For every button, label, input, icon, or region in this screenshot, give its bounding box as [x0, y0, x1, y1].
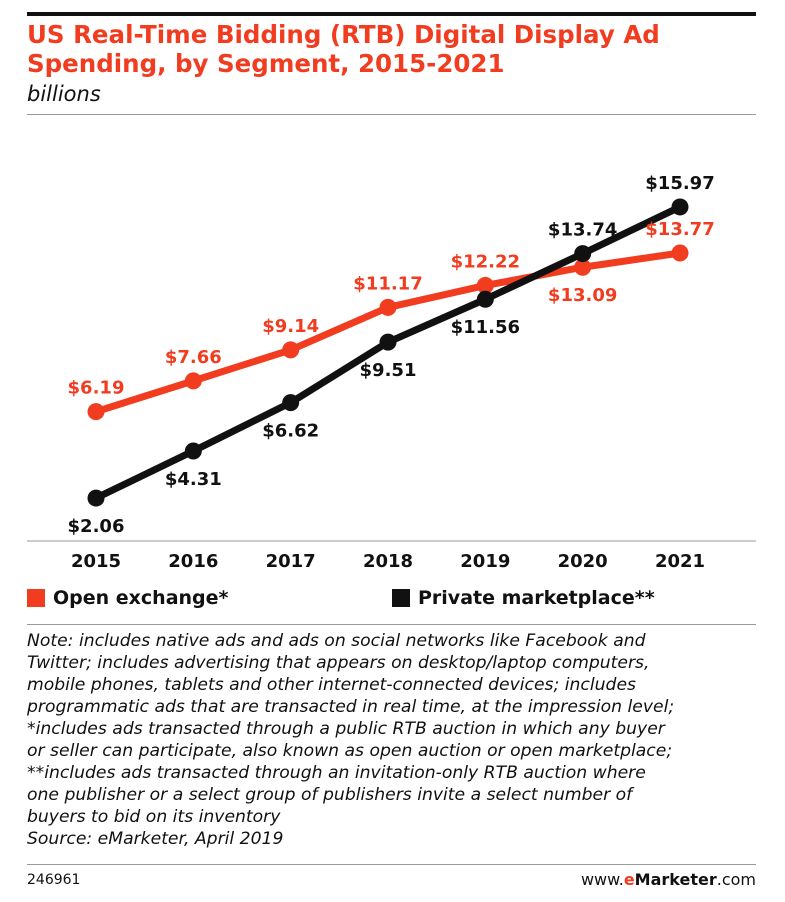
note-line: one publisher or a select group of publi…: [27, 785, 633, 805]
note-line: **includes ads transacted through an inv…: [27, 763, 646, 783]
data-label-open-exchange: $6.19: [68, 378, 125, 399]
chart-subtitle: billions: [27, 82, 101, 106]
point-private-marketplace: [282, 394, 300, 412]
point-open-exchange: [671, 244, 689, 262]
data-label-open-exchange: $13.77: [645, 219, 714, 240]
note-divider: [27, 624, 756, 625]
point-private-marketplace: [476, 290, 494, 308]
note-line: Note: includes native ads and ads on soc…: [27, 631, 646, 651]
x-axis-ticks: 2015 2016 2017 2018 2019 2020 2021: [71, 551, 705, 572]
data-label-open-exchange: $13.09: [548, 285, 617, 306]
site-prefix: www.: [580, 870, 624, 889]
chart-note: Note: includes native ads and ads on soc…: [27, 630, 767, 850]
site-url[interactable]: www.eMarketer.com: [581, 870, 756, 889]
note-line: buyers to bid on its inventory: [27, 807, 281, 827]
point-private-marketplace: [379, 333, 397, 351]
site-suffix: .com: [716, 870, 756, 889]
legend-item-private-marketplace: Private marketplace**: [392, 585, 655, 611]
note-line: *includes ads transacted through a publi…: [27, 719, 665, 739]
footer-divider: [27, 864, 756, 865]
site-brand: Marketer: [634, 870, 717, 889]
point-open-exchange: [476, 276, 494, 294]
point-private-marketplace: [184, 442, 202, 460]
point-private-marketplace: [671, 198, 689, 216]
note-source: Source: eMarketer, April 2019: [27, 829, 284, 849]
x-tick-label: 2021: [655, 551, 705, 572]
point-private-marketplace: [87, 489, 105, 507]
x-tick-label: 2016: [168, 551, 218, 572]
data-labels: $6.19 $7.66 $9.14 $11.17 $12.22 $13.09 $13.77 $…: [68, 173, 715, 537]
chart-title: US Real-Time Bidding (RTB) Digital Displ…: [27, 20, 660, 78]
point-open-exchange: [282, 341, 300, 359]
point-private-marketplace: [574, 245, 592, 263]
x-tick-label: 2018: [363, 551, 413, 572]
data-label-open-exchange: $9.14: [262, 316, 319, 337]
point-open-exchange: [87, 403, 105, 421]
data-label-private-marketplace: $9.51: [360, 360, 417, 381]
line-chart: $6.19 $7.66 $9.14 $11.17 $12.22 $13.09 $13.77 $…: [27, 173, 756, 572]
title-divider: [27, 114, 756, 115]
data-label-private-marketplace: $11.56: [451, 317, 520, 338]
data-label-private-marketplace: $15.97: [645, 173, 714, 194]
note-line: or seller can participate, also known as…: [27, 741, 673, 761]
x-tick-label: 2015: [71, 551, 121, 572]
data-label-open-exchange: $7.66: [165, 347, 222, 368]
data-label-private-marketplace: $6.62: [262, 421, 319, 442]
legend-swatch-open-exchange: [27, 589, 45, 607]
note-line: programmatic ads that are transacted in …: [27, 697, 675, 717]
point-open-exchange: [184, 372, 202, 390]
site-brand-e: e: [623, 870, 635, 889]
data-label-private-marketplace: $4.31: [165, 469, 222, 490]
point-open-exchange: [379, 298, 397, 316]
chart-id: 246961: [27, 872, 81, 888]
data-label-private-marketplace: $2.06: [68, 516, 125, 537]
note-line: mobile phones, tablets and other interne…: [27, 675, 636, 695]
note-line: Twitter; includes advertising that appea…: [27, 653, 650, 673]
data-label-open-exchange: $11.17: [353, 273, 422, 294]
legend-item-open-exchange: Open exchange*: [27, 585, 228, 611]
point-open-exchange: [574, 258, 592, 276]
top-rule: [27, 12, 756, 16]
x-tick-label: 2020: [558, 551, 608, 572]
legend-swatch-private-marketplace: [392, 589, 410, 607]
x-tick-label: 2019: [460, 551, 510, 572]
x-tick-label: 2017: [266, 551, 316, 572]
data-label-open-exchange: $12.22: [451, 251, 520, 272]
legend-label-open-exchange: Open exchange*: [53, 587, 229, 609]
data-label-private-marketplace: $13.74: [548, 220, 617, 241]
series-markers: [87, 198, 689, 507]
legend-label-private-marketplace: Private marketplace**: [418, 587, 655, 609]
